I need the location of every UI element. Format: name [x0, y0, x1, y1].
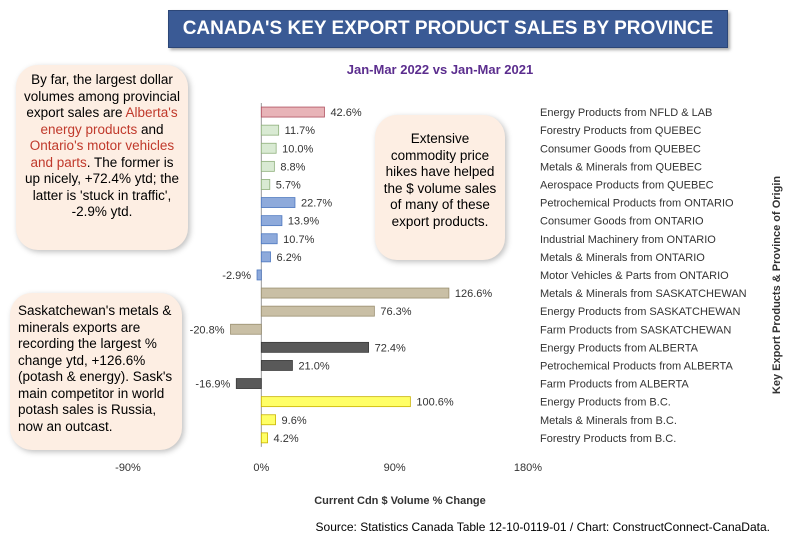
data-label-9: 6.2%	[277, 252, 302, 264]
data-label-3: 10.0%	[282, 143, 313, 155]
source-note: Source: Statistics Canada Table 12-10-01…	[315, 520, 770, 534]
bar-18	[260, 414, 276, 426]
data-label-15: 21.0%	[298, 360, 329, 372]
category-label-15: Petrochemical Products from ALBERTA	[540, 360, 733, 372]
bar-8	[260, 233, 278, 245]
data-label-14: 72.4%	[375, 342, 406, 354]
bar-5	[260, 179, 271, 190]
bar-14	[260, 341, 369, 353]
chart-subtitle: Jan-Mar 2022 vs Jan-Mar 2021	[346, 62, 534, 77]
category-label-5: Aerospace Products from QUEBEC	[540, 179, 714, 191]
data-label-6: 22.7%	[301, 198, 332, 210]
category-label-19: Forestry Products from B.C.	[540, 433, 676, 445]
category-label-10: Motor Vehicles & Parts from ONTARIO	[540, 270, 729, 282]
category-label-2: Forestry Products from QUEBEC	[540, 125, 701, 137]
category-label-9: Metals & Minerals from ONTARIO	[540, 252, 705, 264]
data-label-17: 100.6%	[416, 397, 454, 409]
bar-4	[260, 160, 275, 172]
bar-16	[235, 378, 262, 389]
category-label-8: Industrial Machinery from ONTARIO	[540, 234, 716, 246]
category-label-7: Consumer Goods from ONTARIO	[540, 216, 704, 228]
callout-alberta-highlight-1: Alberta's energy products	[40, 105, 178, 137]
bar-13	[230, 323, 262, 335]
bar-11	[260, 287, 450, 299]
x-tick-label-3: 90%	[384, 462, 406, 474]
bar-3	[260, 142, 277, 154]
bar-9	[260, 251, 271, 263]
callout-alberta-ontario: By far, the largest dollar volumes among…	[16, 65, 188, 250]
callout-saskatchewan: Saskatchewan's metals & minerals exports…	[10, 293, 182, 450]
category-label-18: Metals & Minerals from B.C.	[540, 415, 677, 427]
category-label-16: Farm Products from ALBERTA	[540, 379, 689, 391]
data-label-13: -20.8%	[190, 324, 225, 336]
data-label-5: 5.7%	[276, 179, 301, 191]
data-label-12: 76.3%	[380, 306, 411, 318]
bar-7	[260, 215, 283, 227]
data-label-11: 126.6%	[455, 288, 493, 300]
bar-10	[256, 269, 262, 281]
callout-alberta-highlight-2: Ontario's motor vehicles and parts	[29, 138, 175, 170]
callout-alberta-text-2: and	[137, 121, 164, 137]
category-label-4: Metals & Minerals from QUEBEC	[540, 161, 702, 173]
bar-15	[260, 360, 293, 371]
data-label-7: 13.9%	[288, 216, 319, 228]
data-label-10: -2.9%	[222, 270, 251, 282]
category-label-14: Energy Products from ALBERTA	[540, 342, 699, 354]
callout-alberta-text-3: . The former is up nicely, +72.4% ytd; t…	[25, 154, 179, 220]
x-tick-label-4: 180%	[514, 462, 542, 474]
y-axis-title: Key Export Products & Province of Origin	[771, 175, 783, 395]
x-tick-label-2: 0%	[253, 462, 269, 474]
x-axis-title: Current Cdn $ Volume % Change	[314, 495, 486, 507]
data-label-18: 9.6%	[282, 415, 307, 427]
category-label-6: Petrochemical Products from ONTARIO	[540, 198, 734, 210]
bar-12	[260, 305, 375, 317]
category-label-13: Farm Products from SASKATCHEWAN	[540, 324, 731, 336]
bar-19	[260, 432, 268, 444]
bar-1	[260, 106, 325, 118]
chart-title: CANADA'S KEY EXPORT PRODUCT SALES BY PRO…	[168, 10, 728, 48]
callout-alberta-text-1: By far, the largest dollar volumes among…	[23, 72, 181, 120]
data-label-1: 42.6%	[330, 107, 361, 119]
category-label-11: Metals & Minerals from SASKATCHEWAN	[540, 288, 747, 300]
data-label-19: 4.2%	[274, 433, 299, 445]
category-label-12: Energy Products from SASKATCHEWAN	[540, 306, 741, 318]
bar-2	[260, 124, 280, 136]
data-label-16: -16.9%	[195, 379, 230, 391]
data-label-4: 8.8%	[280, 161, 305, 173]
data-label-8: 10.7%	[283, 234, 314, 246]
callout-commodity-prices: Extensive commodity price hikes have hel…	[375, 115, 505, 260]
category-label-1: Energy Products from NFLD & LAB	[540, 107, 712, 119]
bar-6	[260, 197, 296, 208]
bar-17	[260, 396, 411, 408]
data-label-2: 11.7%	[285, 125, 316, 137]
x-tick-label-1: -90%	[115, 462, 141, 474]
category-label-17: Energy Products from B.C.	[540, 397, 671, 409]
category-label-3: Consumer Goods from QUEBEC	[540, 143, 701, 155]
